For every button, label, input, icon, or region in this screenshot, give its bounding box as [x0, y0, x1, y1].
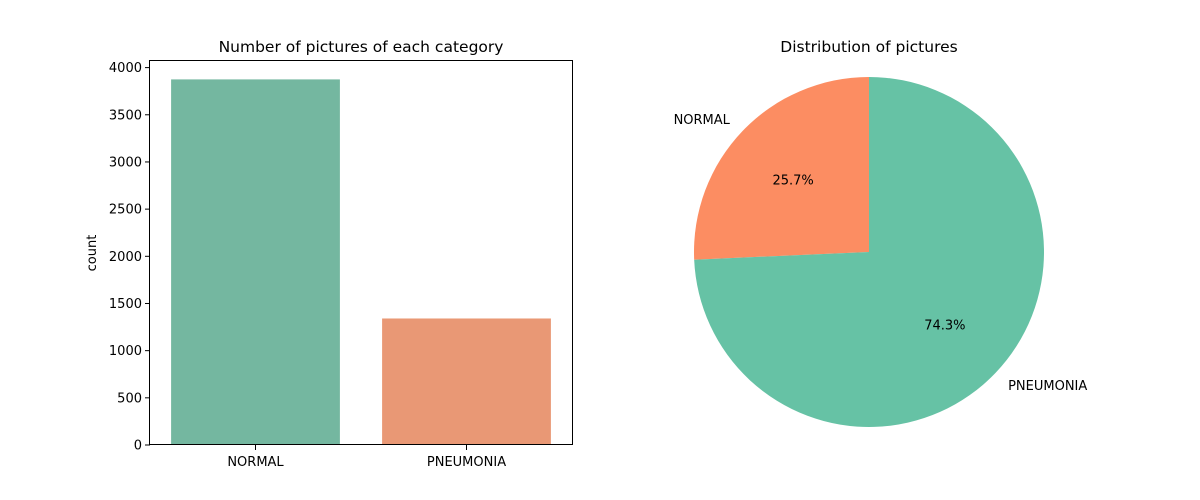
y-tick-label: 3000	[109, 155, 142, 170]
y-tick-label: 1000	[109, 344, 142, 359]
y-tick-label: 3500	[109, 108, 142, 123]
x-tick-label: PNEUMONIA	[427, 455, 506, 470]
bar-chart-y-axis-label: count	[85, 235, 100, 272]
y-tick-label: 2500	[109, 203, 142, 218]
pie-label-pneumonia: PNEUMONIA	[1008, 379, 1087, 394]
pie-slice-pneumonia	[694, 76, 1044, 427]
bar-x-ticks: NORMAL PNEUMONIA	[227, 445, 506, 470]
pie-slice-normal	[694, 77, 869, 260]
bar-marks	[171, 79, 551, 445]
bar-normal	[171, 79, 340, 445]
bar-pneumonia	[382, 318, 551, 445]
bar-y-ticks: 0 500 1000 1500 2000 2500 3000 3500 4000	[109, 61, 150, 454]
pie-label-normal: NORMAL	[674, 113, 731, 128]
pie-pct-normal: 25.7%	[772, 173, 813, 188]
bar-chart: Number of pictures of each category coun…	[85, 38, 573, 470]
pie-pct-pneumonia: 74.3%	[924, 319, 965, 334]
bar-chart-title: Number of pictures of each category	[219, 38, 504, 56]
pie-chart-title: Distribution of pictures	[780, 38, 957, 56]
y-tick-label: 2000	[109, 250, 142, 265]
y-tick-label: 4000	[109, 61, 142, 76]
x-tick-label: NORMAL	[227, 455, 284, 470]
pie-labels: NORMAL 25.7% PNEUMONIA 74.3%	[674, 113, 1088, 394]
bar-chart-frame	[149, 60, 573, 445]
y-tick-label: 1500	[109, 297, 142, 312]
y-tick-label: 0	[134, 439, 142, 454]
pie-chart: Distribution of pictures NORMAL 25.7% PNEU…	[674, 38, 1088, 427]
pie-slices	[694, 76, 1044, 427]
y-tick-label: 500	[117, 391, 142, 406]
